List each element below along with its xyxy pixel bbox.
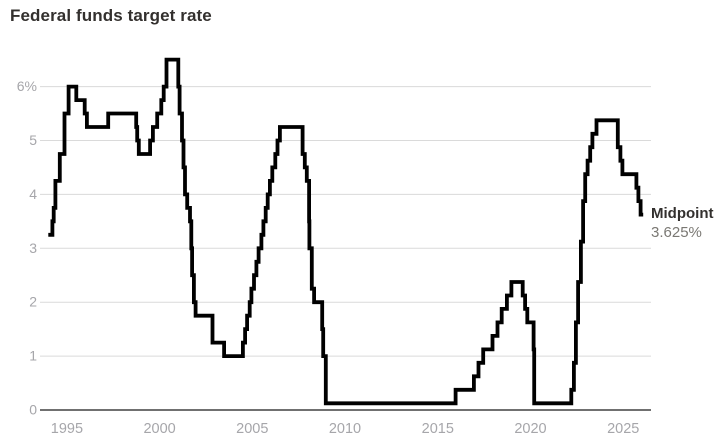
x-tick-label: 2015 <box>422 421 454 437</box>
x-tick-label: 2010 <box>329 421 361 437</box>
y-tick-label: 3 <box>29 240 37 256</box>
midpoint-value: 3.625% <box>651 224 702 241</box>
x-tick-label: 2020 <box>514 421 546 437</box>
x-tick-label: 2000 <box>143 421 175 437</box>
midpoint-label: Midpoint <box>651 205 714 222</box>
y-tick-label: 4 <box>29 186 37 202</box>
y-tick-label: 6% <box>17 78 37 94</box>
y-tick-label: 1 <box>29 348 37 364</box>
x-tick-label: 2005 <box>236 421 268 437</box>
y-tick-label: 5 <box>29 132 37 148</box>
x-tick-label: 1995 <box>51 421 83 437</box>
chart-title: Federal funds target rate <box>10 6 212 25</box>
rate-line <box>48 57 644 406</box>
x-tick-label: 2025 <box>607 421 639 437</box>
y-tick-label: 0 <box>29 402 37 418</box>
y-tick-label: 2 <box>29 294 37 310</box>
midpoint-annotation: Midpoint 3.625% <box>651 205 713 242</box>
